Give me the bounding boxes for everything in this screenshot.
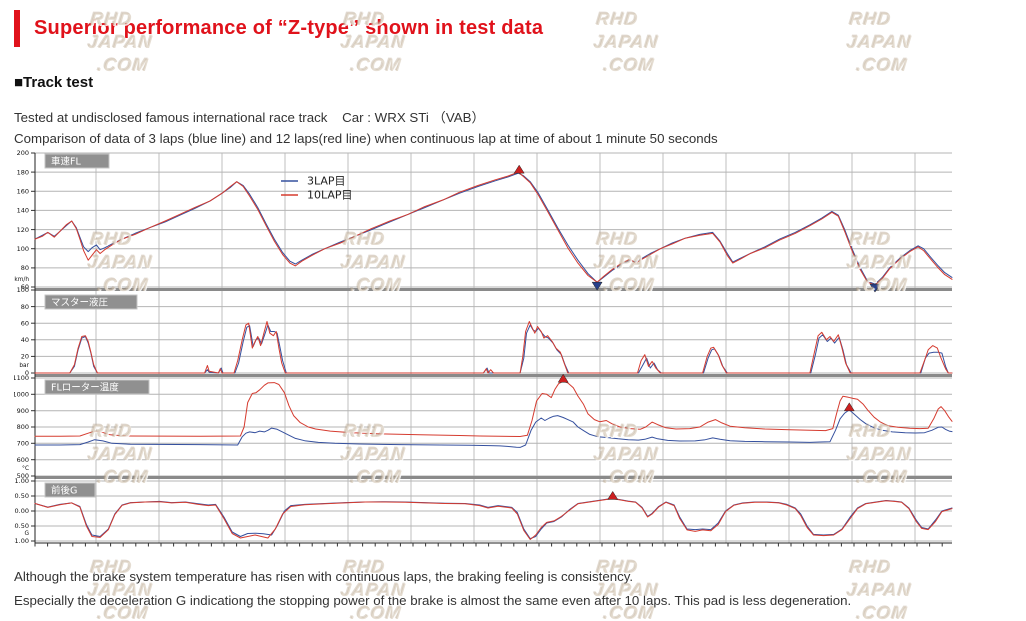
- trace-3LAP目: [34, 497, 953, 540]
- title-accent-bar: [14, 10, 20, 47]
- triangle-down-marker: [869, 283, 881, 293]
- test-data-chart: 200 180 160 140 120 100 80 60 km/h 車速FL 100 80 60 40 2…: [12, 149, 954, 552]
- triangle-up-marker: [557, 373, 569, 383]
- svg-text:bar: bar: [19, 363, 29, 369]
- svg-text:100: 100: [17, 245, 29, 253]
- trace-10LAP目: [34, 321, 953, 374]
- svg-text:200: 200: [17, 150, 29, 157]
- triangle-up-marker: [607, 490, 619, 500]
- svg-text:km/h: km/h: [14, 277, 29, 283]
- intro-line-1: Tested at undisclosed famous internation…: [14, 110, 485, 125]
- svg-text:160: 160: [17, 188, 29, 196]
- rhd-japan-watermark: RHD JAPAN .COM: [87, 557, 154, 621]
- svg-text:120: 120: [17, 226, 29, 234]
- svg-text:800: 800: [17, 423, 29, 431]
- panel-label: 前後G: [51, 485, 77, 497]
- svg-text:700: 700: [17, 440, 29, 448]
- svg-text:600: 600: [17, 456, 29, 464]
- svg-text:1100: 1100: [14, 374, 29, 382]
- legend-label: 10LAP目: [307, 189, 353, 202]
- svg-text:-0.50: -0.50: [14, 522, 29, 530]
- svg-text:140: 140: [17, 207, 29, 215]
- rhd-japan-watermark: RHD JAPAN .COM: [593, 9, 660, 75]
- svg-text:500: 500: [17, 472, 29, 480]
- panel-label-box: [44, 482, 96, 498]
- conclusion-line-1: Although the brake system temperature ha…: [14, 569, 634, 584]
- track-test-heading: ■Track test: [14, 74, 94, 91]
- triangle-down-marker: [591, 281, 603, 291]
- rhd-japan-watermark: RHD JAPAN .COM: [593, 557, 660, 621]
- trace-10LAP目: [34, 498, 953, 540]
- svg-text:1.00: 1.00: [15, 477, 29, 485]
- rhd-japan-watermark: RHD JAPAN .COM: [846, 557, 913, 621]
- legend-label: 3LAP目: [307, 175, 346, 188]
- rhd-japan-watermark: RHD JAPAN .COM: [340, 557, 407, 621]
- svg-text:G: G: [25, 531, 30, 537]
- trace-10LAP目: [34, 380, 953, 437]
- svg-text:60: 60: [21, 319, 29, 327]
- svg-text:0: 0: [25, 369, 29, 377]
- trace-3LAP目: [34, 324, 953, 374]
- svg-text:40: 40: [21, 336, 29, 344]
- intro-line-2: Comparison of data of 3 laps (blue line)…: [14, 131, 718, 146]
- panel-label: 車速FL: [51, 156, 81, 168]
- conclusion-line-2: Especially the deceleration G indication…: [14, 593, 852, 608]
- svg-text:100: 100: [17, 286, 29, 294]
- panel-label-box: [44, 294, 138, 310]
- panel-label: マスター液圧: [51, 297, 109, 309]
- svg-text:1000: 1000: [14, 391, 29, 399]
- rhd-japan-watermark: RHD JAPAN .COM: [846, 9, 913, 75]
- panel-label-box: [44, 153, 110, 169]
- svg-text:80: 80: [21, 264, 29, 272]
- page-title: Superior performance of “Z-type” shown i…: [34, 17, 544, 39]
- svg-text:900: 900: [17, 407, 29, 415]
- svg-text:°C: °C: [22, 466, 29, 472]
- svg-text:180: 180: [17, 168, 29, 176]
- svg-text:80: 80: [21, 303, 29, 311]
- svg-text:60: 60: [21, 283, 29, 291]
- svg-text:0.00: 0.00: [15, 507, 29, 515]
- panel-label-box: [44, 379, 150, 395]
- trace-3LAP目: [34, 409, 953, 448]
- svg-text:-1.00: -1.00: [14, 537, 29, 545]
- panel-label: FLローター温度: [51, 382, 119, 394]
- triangle-up-marker: [843, 402, 855, 412]
- svg-text:0.50: 0.50: [15, 492, 29, 500]
- triangle-up-marker: [513, 164, 525, 174]
- svg-text:20: 20: [21, 353, 29, 361]
- page-header: Superior performance of “Z-type” shown i…: [14, 10, 543, 47]
- chart-svg: 2001801601401201008060km/h車速FL1008060402…: [12, 149, 953, 547]
